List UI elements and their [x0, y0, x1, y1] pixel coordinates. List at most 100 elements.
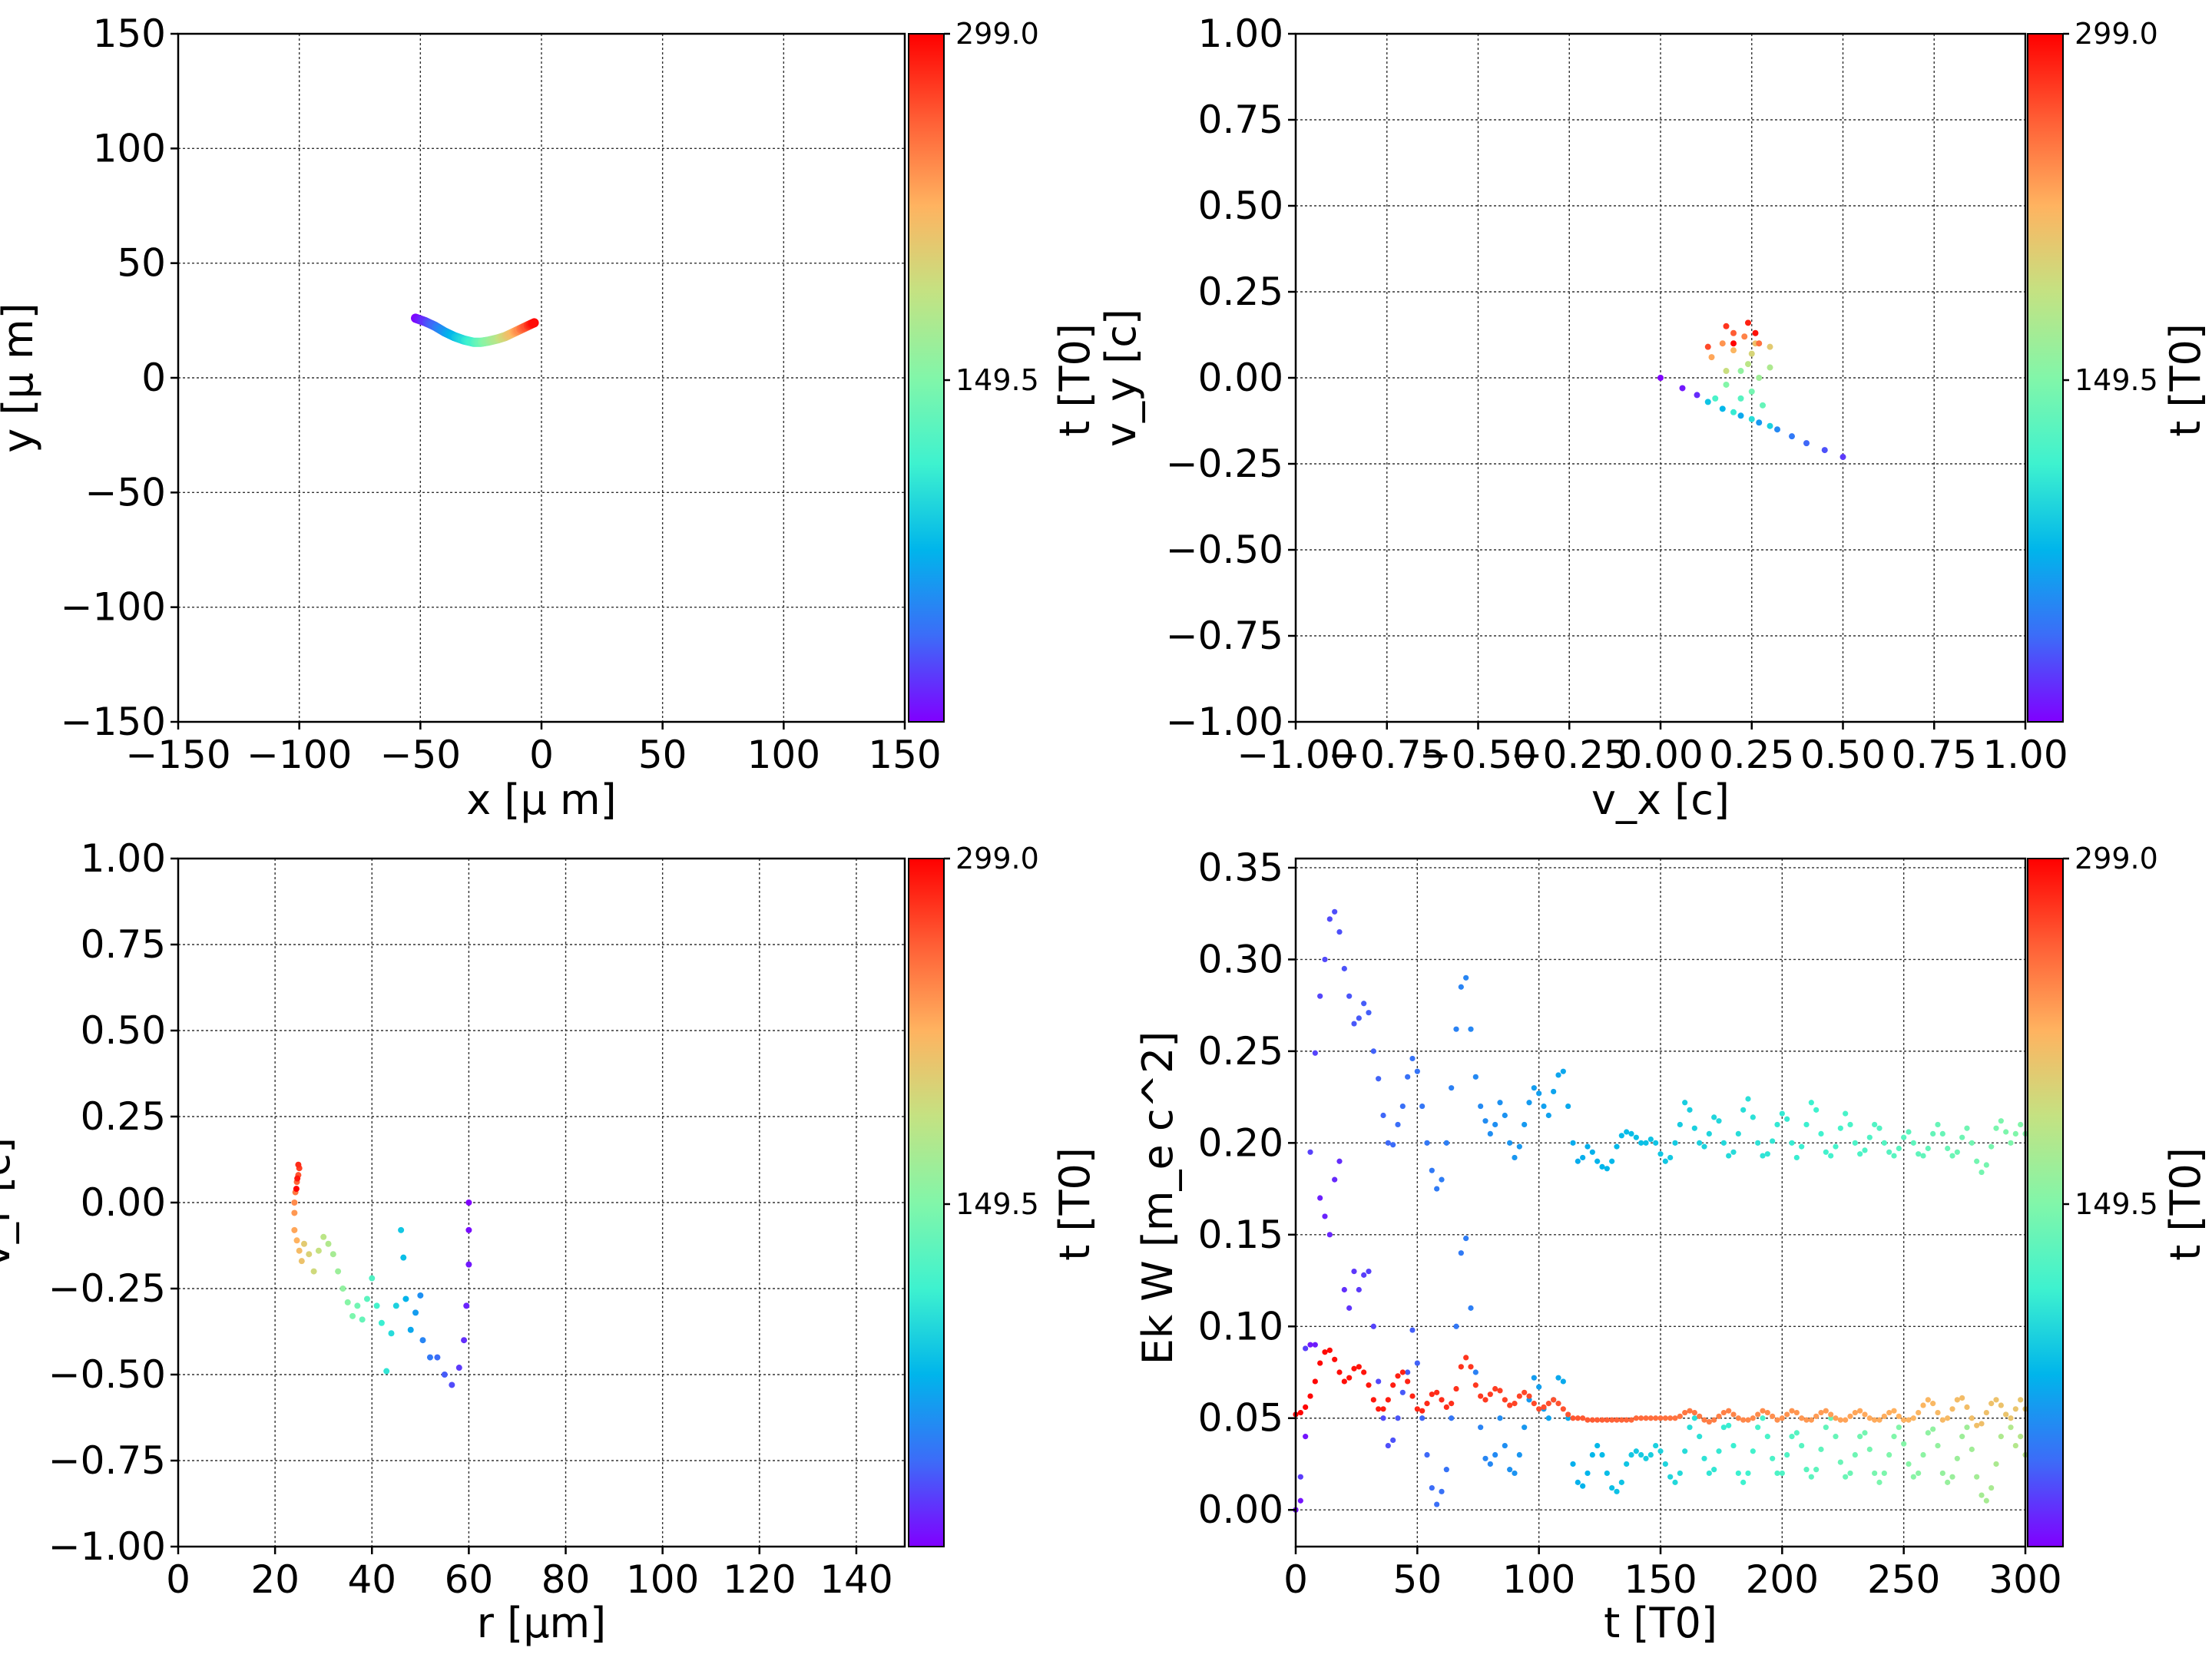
data-point-ek	[1711, 1114, 1717, 1120]
data-point-ek_low	[1891, 1408, 1897, 1414]
x-tick-label: 50	[638, 733, 687, 777]
data-point-w	[1647, 1451, 1654, 1458]
x-tick-label: 1.00	[1982, 733, 2068, 777]
data-point	[449, 1381, 455, 1388]
data-point-ek	[1687, 1107, 1693, 1113]
data-point-ek_low	[1954, 1397, 1960, 1403]
data-point-ek	[1399, 1103, 1406, 1110]
data-point-w	[1575, 1479, 1581, 1485]
data-point-ek_low	[1487, 1391, 1493, 1398]
x-tick-label: 20	[250, 1557, 300, 1602]
x-axis-label-rvr: r [μm]	[477, 1599, 606, 1647]
data-point	[344, 1299, 351, 1305]
data-point-ek	[1409, 1055, 1416, 1062]
data-point-ek	[1599, 1163, 1605, 1170]
data-point-w	[1356, 1286, 1362, 1293]
data-point-ek_low	[1701, 1417, 1707, 1423]
data-point	[407, 1326, 414, 1333]
data-point-ek_low	[1799, 1415, 1805, 1421]
data-point-ek	[1691, 1125, 1697, 1131]
data-point-ek	[1784, 1116, 1790, 1122]
data-point-w	[1536, 1384, 1542, 1390]
points-rvr	[291, 1161, 472, 1388]
colorbar-gradient	[908, 33, 945, 723]
x-tick-label: 200	[1746, 1557, 1819, 1602]
data-point	[1679, 385, 1686, 392]
data-point	[291, 1199, 298, 1206]
grid-rvr	[177, 858, 905, 1547]
data-point-ek_low	[1720, 1409, 1727, 1416]
colorbar-axis-label: t [T0]	[2161, 323, 2210, 437]
y-tick-label: 0.75	[81, 922, 166, 967]
data-point-ek_low	[1366, 1382, 1372, 1388]
data-point-ek	[1628, 1130, 1634, 1137]
data-point	[455, 1365, 462, 1372]
data-point-ek	[1370, 1048, 1376, 1054]
data-point-ek	[1789, 1140, 1795, 1146]
y-tick-label: 0.15	[1198, 1213, 1283, 1257]
data-point-ek_low	[1312, 1378, 1318, 1385]
data-point-ek_low	[1667, 1415, 1674, 1421]
data-point-ek_low	[1735, 1415, 1741, 1421]
data-point-w	[1711, 1467, 1717, 1473]
data-point-w	[1512, 1470, 1518, 1477]
y-tick-label: −100	[61, 585, 166, 630]
data-point-w	[1453, 1323, 1459, 1329]
data-point-ek	[1726, 1153, 1732, 1159]
data-point	[373, 1302, 380, 1309]
y-tick-label: 0.20	[1198, 1120, 1283, 1165]
panel-xy: −150 −100 −50 0 50 100 150 −150 −100 −50 0 50 100 15…	[0, 12, 1099, 824]
data-point-w	[1687, 1424, 1693, 1431]
data-point-ek_low	[1920, 1402, 1926, 1408]
data-point-ek	[1993, 1125, 1999, 1131]
data-point-ek_low	[1618, 1417, 1624, 1423]
data-point-w	[1638, 1451, 1644, 1458]
data-point-w	[1979, 1492, 1985, 1498]
data-point-ek	[1813, 1107, 1820, 1113]
data-point-ek_low	[1449, 1401, 1455, 1407]
data-point-w	[1336, 1158, 1343, 1164]
data-point	[339, 1286, 346, 1292]
data-point-ek_low	[1770, 1413, 1776, 1419]
data-point-ek	[1356, 1015, 1362, 1021]
data-point-w	[1843, 1474, 1849, 1480]
data-point	[1719, 340, 1726, 347]
data-point-ek	[1974, 1158, 1980, 1164]
data-point	[320, 1233, 327, 1240]
data-point-w	[1969, 1446, 1975, 1452]
data-point-ek	[1351, 1021, 1357, 1027]
data-point	[383, 1368, 390, 1375]
data-point-ek_low	[1745, 1417, 1751, 1423]
data-point	[1708, 354, 1715, 361]
data-point-w	[1901, 1441, 1907, 1447]
data-point-ek	[1730, 1149, 1737, 1155]
data-point	[354, 1302, 361, 1309]
data-point-ek	[1653, 1140, 1659, 1146]
data-point-w	[1390, 1437, 1396, 1444]
data-point-ek	[1638, 1140, 1644, 1146]
data-point-ek	[1945, 1145, 1951, 1152]
y-tick-label: 100	[93, 126, 166, 170]
data-point	[1756, 419, 1763, 426]
data-point-ek	[1886, 1149, 1892, 1155]
data-point-ek_low	[1317, 1360, 1323, 1366]
data-point-ek_low	[1964, 1404, 1970, 1411]
data-point-ek	[1677, 1121, 1683, 1128]
panel-vxvy: −1.00−0.75−0.50−0.250.00 0.25 0.50 0.75 1.00…	[1097, 12, 2210, 824]
data-point-w	[1945, 1479, 1951, 1485]
y-axis-label-rvr: v_r [c]	[0, 1137, 19, 1268]
data-point-w	[1939, 1470, 1945, 1477]
data-point-ek	[1551, 1088, 1557, 1095]
data-point-ek_low	[1672, 1415, 1678, 1421]
x-tick-label: −100	[247, 733, 352, 777]
data-point-ek	[1793, 1154, 1800, 1161]
xticks-rvr: 0 20 40 60 80 100 120 140	[166, 1547, 893, 1602]
data-point-ek_low	[1843, 1417, 1849, 1423]
data-point	[378, 1319, 385, 1326]
data-point-ek	[1930, 1130, 1936, 1137]
data-point-ek_low	[1492, 1385, 1498, 1392]
data-point-ek_low	[1716, 1413, 1722, 1419]
data-point-ek_low	[1638, 1415, 1644, 1421]
data-point-ek_low	[1760, 1408, 1766, 1414]
